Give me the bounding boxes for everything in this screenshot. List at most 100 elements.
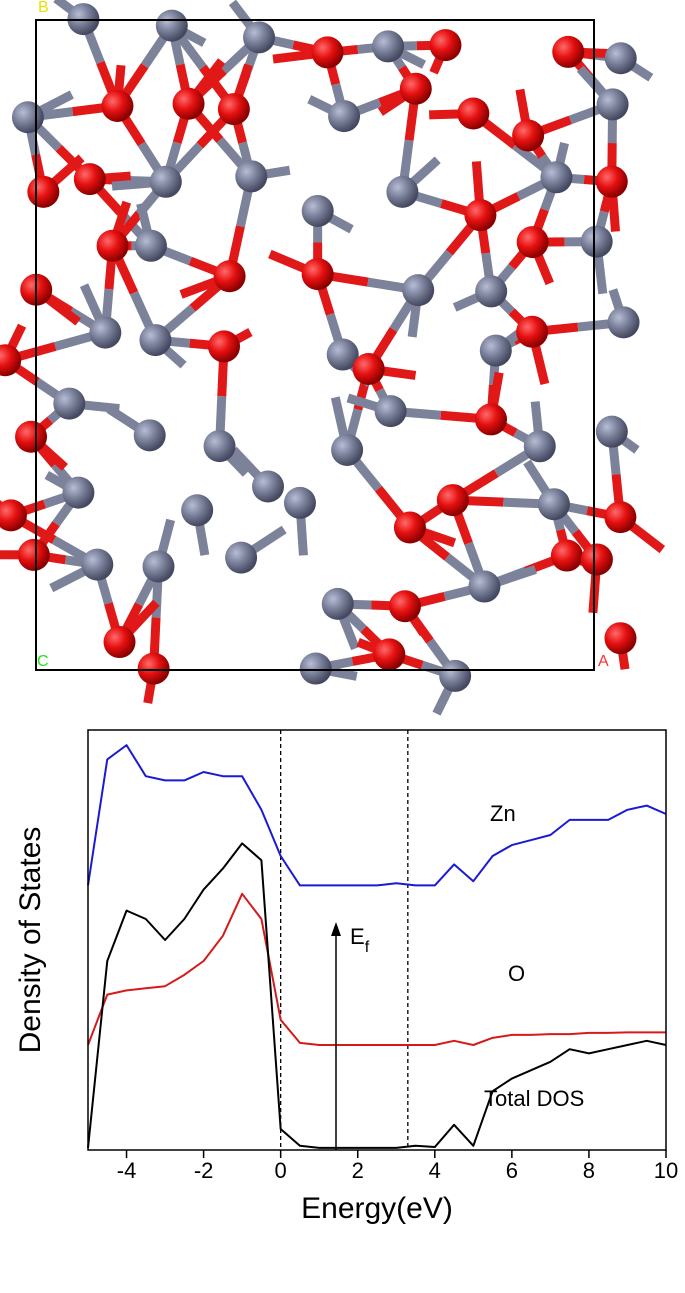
axis-a-label: A bbox=[598, 653, 609, 670]
zinc-atom bbox=[89, 316, 122, 349]
zinc-atom bbox=[299, 652, 332, 685]
zinc-atom bbox=[283, 486, 316, 519]
oxygen-atom bbox=[516, 226, 549, 259]
zinc-atom bbox=[235, 160, 268, 193]
x-tick-label: -2 bbox=[194, 1158, 214, 1183]
oxygen-atom bbox=[552, 35, 585, 68]
zinc-atom bbox=[321, 587, 354, 620]
x-tick-label: 0 bbox=[275, 1158, 287, 1183]
oxygen-atom bbox=[73, 163, 106, 196]
oxygen-atom bbox=[137, 652, 170, 685]
dos-line bbox=[87, 892, 666, 1046]
zinc-atom bbox=[142, 550, 175, 583]
oxygen-atom bbox=[17, 538, 50, 571]
oxygen-atom bbox=[208, 330, 241, 363]
zinc-atom bbox=[139, 324, 172, 357]
y-axis-label: Density of States bbox=[14, 827, 47, 1054]
oxygen-atom bbox=[399, 72, 432, 105]
oxygen-atom bbox=[0, 499, 27, 532]
zinc-atom bbox=[475, 275, 508, 308]
zinc-atom bbox=[326, 338, 359, 371]
zinc-atom bbox=[203, 430, 236, 463]
oxygen-atom bbox=[311, 36, 344, 69]
oxygen-atom bbox=[96, 229, 129, 262]
zinc-atom bbox=[149, 165, 182, 198]
zinc-atom bbox=[134, 229, 167, 262]
oxygen-atom bbox=[464, 199, 497, 232]
zinc-atom bbox=[181, 494, 214, 527]
zinc-atom bbox=[133, 419, 166, 452]
zinc-atom bbox=[11, 101, 44, 134]
axis-b-label: B bbox=[38, 0, 49, 16]
zinc-atom bbox=[607, 306, 640, 339]
annotation-arrowhead bbox=[331, 922, 341, 936]
zinc-atom bbox=[604, 42, 637, 75]
zinc-atom bbox=[81, 548, 114, 581]
zinc-atom bbox=[225, 541, 258, 574]
zinc-atom bbox=[540, 161, 573, 194]
zinc-atom bbox=[155, 9, 188, 42]
oxygen-atom bbox=[580, 543, 613, 576]
oxygen-atom bbox=[213, 260, 246, 293]
zinc-atom bbox=[252, 470, 285, 503]
axis-c-label: C bbox=[37, 653, 49, 670]
zinc-atom bbox=[479, 334, 512, 367]
zinc-atom bbox=[596, 88, 629, 121]
x-tick-label: 6 bbox=[506, 1158, 518, 1183]
cell-box bbox=[35, 19, 595, 671]
oxygen-atom bbox=[516, 315, 549, 348]
oxygen-atom bbox=[101, 89, 134, 122]
zinc-atom bbox=[62, 476, 95, 509]
x-tick-label: 10 bbox=[654, 1158, 678, 1183]
annotation: Ef bbox=[350, 924, 370, 956]
zinc-atom bbox=[331, 433, 364, 466]
oxygen-atom bbox=[388, 590, 421, 623]
x-axis-label: Energy(eV) bbox=[301, 1192, 453, 1225]
x-tick-label: -4 bbox=[117, 1158, 137, 1183]
series-label: Total DOS bbox=[484, 1086, 584, 1111]
zinc-atom bbox=[328, 100, 361, 133]
oxygen-atom bbox=[15, 420, 48, 453]
oxygen-atom bbox=[27, 175, 60, 208]
oxygen-atom bbox=[595, 165, 628, 198]
zinc-atom bbox=[468, 570, 501, 603]
annotation-text: E bbox=[350, 924, 365, 949]
zinc-atom bbox=[386, 175, 419, 208]
series-label: Zn bbox=[490, 801, 516, 826]
zinc-atom bbox=[580, 225, 613, 258]
x-tick-label: 8 bbox=[583, 1158, 595, 1183]
zinc-atom bbox=[402, 274, 435, 307]
zinc-atom bbox=[595, 415, 628, 448]
oxygen-atom bbox=[393, 511, 426, 544]
oxygen-atom bbox=[512, 119, 545, 152]
x-tick-label: 2 bbox=[352, 1158, 364, 1183]
oxygen-atom bbox=[103, 626, 136, 659]
series-label: O bbox=[508, 961, 525, 986]
oxygen-atom bbox=[172, 87, 205, 120]
annotation-subscript: f bbox=[365, 939, 370, 956]
zinc-atom bbox=[372, 30, 405, 63]
dos-chart: Zn O Total DOS -4 -2 0 2 4 6 8 10 Energy(eV) Density… bbox=[14, 729, 678, 1225]
oxygen-atom bbox=[217, 93, 250, 126]
atomic-structure bbox=[0, 0, 666, 716]
oxygen-atom bbox=[0, 344, 22, 377]
oxygen-atom bbox=[301, 258, 334, 291]
dos-line bbox=[87, 842, 667, 1149]
oxygen-atom bbox=[604, 501, 637, 534]
oxygen-atom bbox=[373, 638, 406, 671]
x-tick-label: 4 bbox=[429, 1158, 441, 1183]
oxygen-atom bbox=[550, 539, 583, 572]
oxygen-atom bbox=[436, 484, 469, 517]
zinc-atom bbox=[243, 21, 276, 54]
zinc-atom bbox=[53, 387, 86, 420]
zinc-atom bbox=[537, 488, 570, 521]
oxygen-atom bbox=[352, 353, 385, 386]
oxygen-atom bbox=[457, 97, 490, 130]
zinc-atom bbox=[374, 395, 407, 428]
oxygen-atom bbox=[604, 622, 637, 655]
oxygen-atom bbox=[429, 29, 462, 62]
zinc-atom bbox=[439, 659, 472, 692]
zinc-atom bbox=[523, 430, 556, 463]
oxygen-atom bbox=[475, 403, 508, 436]
